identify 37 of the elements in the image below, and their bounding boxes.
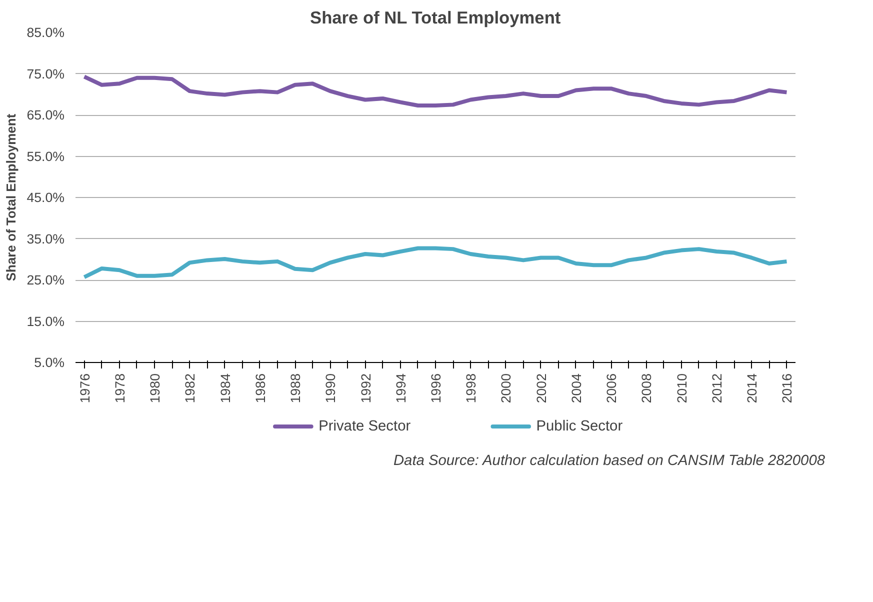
source-note: Data Source: Author calculation based on CANSIM Table 2820008 [393,452,825,471]
x-tick-label: 2004 [568,372,584,404]
x-tick-label: 1982 [182,373,198,404]
x-tick-label: 2008 [639,373,654,404]
x-tick-label: 1994 [393,372,408,404]
x-tick-label: 2012 [709,373,724,404]
y-tick-label: 65.0% [26,108,65,122]
chart-title: Share of NL Total Employment [310,8,561,28]
y-tick-label: 35.0% [26,231,65,246]
x-tick-label: 2010 [674,373,690,404]
y-axis-title: Share of Total Employment [4,113,19,282]
x-tick-label: 2006 [604,373,620,404]
x-tick-label: 1988 [288,373,304,404]
x-tick-label: 1998 [464,373,479,404]
x-tick-label: 1984 [218,372,233,404]
x-tick-label: 2014 [744,372,760,404]
y-tick-label: 15.0% [26,314,65,329]
x-tick-label: 1986 [252,373,268,404]
x-tick-label: 1996 [428,373,444,404]
x-tick-label: 2000 [498,373,514,404]
x-tick-label: 1976 [77,373,92,404]
x-tick-label: 2002 [534,373,549,404]
legend-label: Private Sector [318,418,411,434]
y-tick-label: 5.0% [34,355,65,370]
x-tick-label: 1980 [148,373,163,404]
y-tick-label: 55.0% [26,148,65,164]
y-tick-label: 45.0% [26,190,65,205]
y-tick-label: 25.0% [26,272,65,288]
legend-label: Public Sector [536,418,623,434]
x-tick-label: 1978 [112,373,128,404]
x-tick-label: 1992 [358,373,374,404]
x-tick-label: 1990 [323,373,338,404]
x-tick-label: 2016 [780,373,795,404]
y-tick-label: 75.0% [26,66,65,82]
y-tick-label: 85.0% [26,25,65,40]
line-series [82,74,789,108]
line-series [82,246,789,280]
